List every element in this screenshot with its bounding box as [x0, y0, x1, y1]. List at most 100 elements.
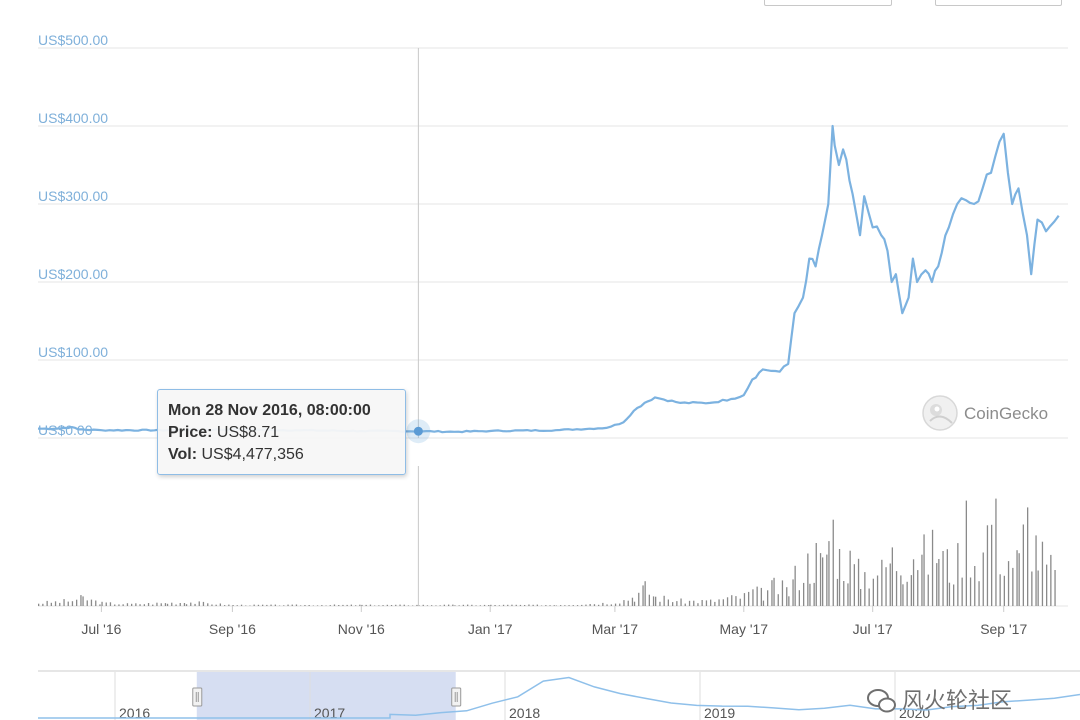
volume-bar [38, 603, 40, 606]
volume-bar [194, 603, 196, 606]
volume-bar [452, 604, 454, 606]
volume-bar [853, 564, 855, 606]
navigator-year-label: 2016 [119, 705, 150, 720]
navigator-line [38, 676, 1080, 719]
volume-bar [864, 572, 866, 606]
volume-bar [836, 578, 839, 606]
volume-bar [760, 587, 762, 606]
volume-bar [467, 604, 469, 606]
volume-bar [623, 600, 625, 606]
volume-bar [891, 547, 893, 606]
y-tick-label: US$300.00 [38, 188, 108, 204]
volume-bar [957, 543, 959, 606]
tooltip-price-value: US$8.71 [216, 424, 280, 441]
volume-bar [1016, 550, 1018, 606]
volume-bar [378, 605, 380, 606]
volume-bar [756, 586, 758, 606]
volume-bar [321, 605, 323, 606]
navigator-selection[interactable] [196, 672, 456, 720]
volume-bar [95, 600, 97, 606]
volume-bar [190, 602, 192, 606]
volume-bar [906, 581, 908, 606]
volume-bar [921, 554, 923, 606]
volume-bar [826, 554, 828, 606]
volume-bar [819, 553, 822, 606]
volume-bar [619, 603, 621, 606]
watermark-text: 风火轮社区 [902, 688, 1012, 713]
volume-bar [287, 604, 289, 606]
range-select-from[interactable] [764, 0, 892, 6]
volume-bar [114, 604, 116, 606]
volume-bar [245, 605, 247, 606]
volume-bar [762, 600, 765, 606]
volume-bar [46, 600, 48, 606]
volume-bar [479, 605, 481, 606]
volume-bar [369, 604, 372, 606]
volume-bar [462, 604, 464, 606]
navigator-handle-left[interactable] [192, 687, 203, 707]
volume-bar [71, 601, 74, 606]
highlight-point[interactable] [413, 426, 423, 436]
navigator-handle-right[interactable] [451, 687, 462, 707]
volume-bar [978, 581, 980, 606]
volume-bar [257, 604, 260, 606]
tooltip-price-row: Price: US$8.71 [168, 422, 395, 444]
volume-bar [166, 603, 169, 606]
volume-bar [202, 601, 205, 606]
volume-bar [342, 604, 344, 606]
volume-bar [598, 604, 600, 606]
volume-bar [131, 603, 133, 606]
volume-bar [143, 604, 145, 606]
volume-bar [386, 604, 388, 606]
range-select-to[interactable] [935, 0, 1062, 6]
volume-bar [439, 605, 441, 606]
volume-bar [948, 582, 951, 606]
x-tick-label: May '17 [720, 621, 769, 637]
volume-bar [488, 605, 490, 606]
volume-bar [876, 575, 879, 606]
volume-bar [545, 605, 547, 606]
volume-bar [815, 543, 817, 606]
volume-bar [483, 604, 486, 606]
volume-bar [365, 604, 367, 606]
volume-bar [822, 557, 824, 606]
volume-bar [171, 602, 173, 606]
tooltip-vol-label: Vol: [168, 446, 198, 463]
x-tick-label: Jul '17 [853, 621, 893, 637]
volume-bar [278, 605, 281, 606]
volume-bar [1050, 554, 1052, 606]
volume-bar [986, 525, 989, 606]
volume-bar [1018, 553, 1020, 606]
x-tick-label: Sep '16 [209, 621, 256, 637]
volume-bar [773, 577, 775, 606]
volume-bar [105, 602, 107, 606]
x-tick-label: Mar '17 [592, 621, 638, 637]
volume-bar [1054, 570, 1056, 606]
volume-bar [961, 577, 963, 606]
volume-bar [803, 582, 805, 606]
volume-bar [931, 529, 934, 606]
volume-bar [777, 594, 779, 606]
volume-bar [610, 604, 612, 606]
navigator[interactable]: 2016 2017 2018 2019 2020 [38, 670, 1080, 720]
volume-bar [228, 604, 230, 606]
volume-bar [735, 596, 737, 606]
volume-bar [540, 605, 543, 606]
price-line [37, 124, 1060, 434]
volume-bar [731, 595, 733, 606]
wechat-icon [867, 689, 896, 713]
volume-bar [215, 604, 217, 606]
volume-bar [426, 605, 429, 606]
volume-bar [266, 604, 268, 606]
volume-bar [308, 605, 310, 606]
volume-bar [572, 605, 574, 606]
volume-bar [560, 605, 562, 606]
volume-bar [270, 604, 272, 606]
volume-bar [536, 604, 538, 606]
volume-bar [991, 524, 993, 606]
volume-bar [739, 598, 741, 606]
volume-bar [448, 604, 450, 606]
volume-bar [382, 605, 384, 606]
volume-bar [860, 589, 862, 606]
volume-bar [710, 599, 712, 606]
